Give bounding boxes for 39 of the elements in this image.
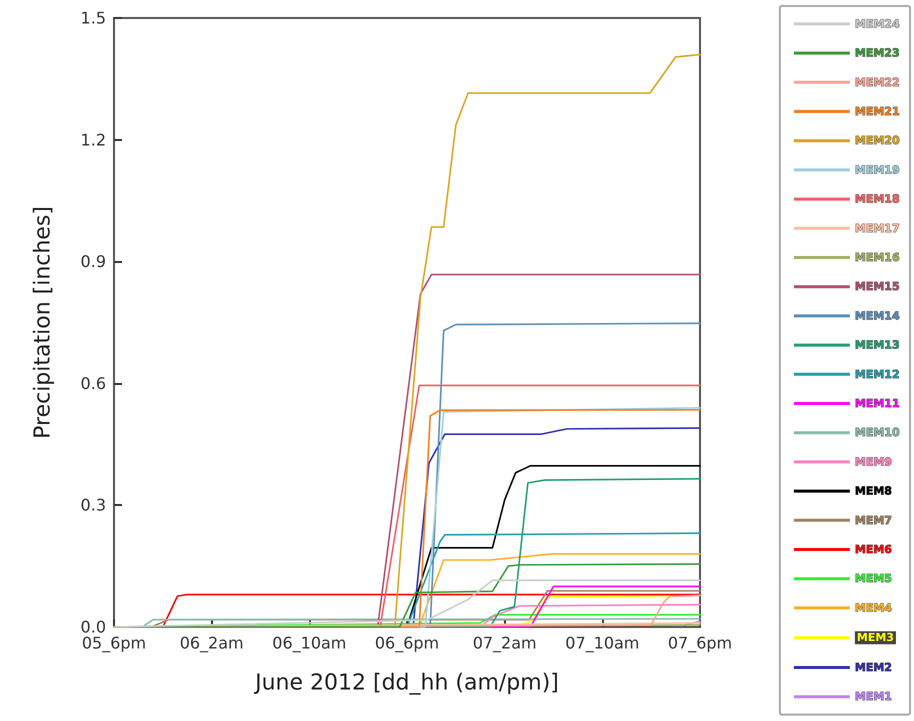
text: MEM11	[854, 397, 900, 410]
text: MEM19	[854, 163, 900, 176]
text: MEM12	[854, 368, 900, 381]
y-tick-label: 0.0	[80, 618, 106, 636]
text: MEM10	[854, 426, 900, 440]
text: MEM3	[856, 631, 894, 644]
text: MEM13	[854, 338, 900, 352]
y-tick-label: 0.3	[80, 496, 106, 515]
y-tick-label: 0.6	[80, 374, 106, 393]
x-axis-title: June 2012 [dd_hh (am/pm)]	[253, 670, 559, 696]
text: MEM14	[854, 309, 900, 322]
text: MEM18	[854, 192, 900, 206]
text: MEM21	[854, 105, 900, 118]
text: MEM16	[854, 251, 900, 264]
y-tick-label: 0.9	[80, 252, 106, 272]
text: MEM17	[854, 222, 900, 235]
text: MEM7	[854, 514, 892, 527]
text: MEM20	[854, 134, 900, 148]
x-tick-label: 05_6pm	[82, 634, 146, 652]
x-tick-label: 07_6pm	[668, 634, 732, 652]
text: MEM15	[854, 280, 900, 294]
x-tick-label: 06_2am	[180, 634, 244, 652]
text: MEM23	[854, 46, 900, 60]
x-tick-label: 06_6pm	[374, 634, 440, 652]
x-tick-label: 07_10am	[565, 634, 640, 652]
x-tick-label: 06_10am	[272, 634, 346, 652]
y-tick-label: 1.5	[80, 8, 106, 28]
text: MEM8	[854, 484, 892, 498]
text: MEM24	[854, 17, 900, 30]
text: MEM6	[854, 543, 892, 556]
text: MEM2	[854, 661, 892, 674]
text: MEM5	[854, 572, 892, 586]
y-tick-label: 1.2	[80, 130, 106, 150]
y-axis-title: Precipitation [inches]	[30, 206, 56, 439]
text: MEM9	[854, 455, 892, 468]
text: MEM22	[854, 76, 900, 89]
text: MEM1	[854, 690, 892, 704]
x-tick-label: 07_2am	[472, 634, 537, 652]
text: MEM4	[854, 601, 892, 614]
